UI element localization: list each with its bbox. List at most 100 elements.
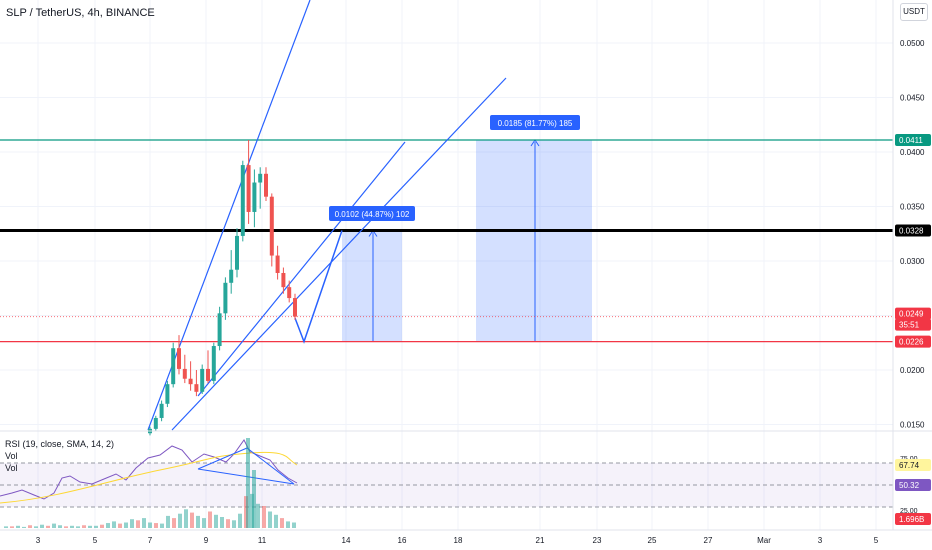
vol-legend-label-2[interactable]: Vol xyxy=(5,463,18,473)
candle-body xyxy=(258,173,263,183)
vol-legend-label[interactable]: Vol xyxy=(5,451,18,461)
candle-body xyxy=(188,378,193,385)
volume-bar xyxy=(232,520,236,528)
rsi-legend-label[interactable]: RSI (19, close, SMA, 14, 2) xyxy=(5,439,115,449)
projection-path xyxy=(294,230,343,344)
volume-bar xyxy=(16,525,20,528)
candle-body xyxy=(275,255,280,273)
volume-bar xyxy=(34,526,38,528)
time-tick-label: 18 xyxy=(454,536,463,545)
candle-body xyxy=(182,368,187,379)
time-tick-label: Mar xyxy=(757,536,771,545)
volume-bar xyxy=(100,524,104,528)
volume-bar xyxy=(238,513,242,528)
price-tick-label: 0.0300 xyxy=(900,257,925,266)
measure-label-box-2 xyxy=(490,115,580,130)
price-tag-label: 0.0226 xyxy=(899,338,924,347)
price-tick-label: 0.0500 xyxy=(900,39,925,48)
symbol-title: SLP / TetherUS, 4h, BINANCE xyxy=(6,7,155,19)
volume-bar xyxy=(70,525,74,528)
divergence-line-3 xyxy=(246,447,295,485)
volume-bar xyxy=(172,518,176,528)
grid xyxy=(0,0,893,530)
volume-bar xyxy=(292,522,296,528)
volume-bar xyxy=(106,523,110,528)
currency-button[interactable]: USDT xyxy=(900,3,928,21)
volume-bar xyxy=(28,525,32,528)
candle-body xyxy=(223,282,228,314)
candle-body xyxy=(171,348,176,385)
rsi-tag-label: 50.32 xyxy=(899,481,920,490)
time-tick-label: 16 xyxy=(398,536,407,545)
candles xyxy=(148,140,297,436)
volume-bar xyxy=(76,526,80,528)
candle-body xyxy=(200,368,205,392)
volume-bar xyxy=(64,526,68,528)
rsi-tag xyxy=(895,459,931,471)
candle-body xyxy=(177,348,181,369)
time-tick-label: 21 xyxy=(536,536,545,545)
time-tick-label: 5 xyxy=(874,536,879,545)
volume-bar xyxy=(286,521,290,528)
price-tick-label: 0.0400 xyxy=(900,148,925,157)
volume-bar xyxy=(202,518,206,528)
time-tick-label: 9 xyxy=(204,536,209,545)
volume-bar xyxy=(166,515,170,528)
volume-bar xyxy=(256,503,260,528)
volume-bar xyxy=(124,522,128,528)
candle-body xyxy=(293,298,297,317)
time-tick-label: 7 xyxy=(148,536,153,545)
volume-bar xyxy=(274,514,278,528)
volume-bar xyxy=(88,525,92,528)
measure-label-1: 0.0102 (44.87%) 102 xyxy=(335,210,410,219)
parallel-line xyxy=(197,141,406,397)
price-tick-label: 0.0350 xyxy=(900,203,925,212)
candle-body xyxy=(153,417,158,429)
volume-bar xyxy=(148,522,152,528)
volume-bar xyxy=(196,515,200,528)
candle-body xyxy=(165,384,170,404)
volume-bar xyxy=(214,514,218,528)
volume-bars xyxy=(4,438,296,528)
candle-body xyxy=(287,287,292,299)
candle-body xyxy=(246,165,251,212)
measure-rectangles xyxy=(342,139,592,342)
measure-box-2 xyxy=(476,140,592,342)
price-tag xyxy=(895,224,931,237)
volume-bar xyxy=(46,525,50,528)
volume-bar xyxy=(160,523,164,528)
time-tick-label: 23 xyxy=(593,536,602,545)
time-tick-label: 11 xyxy=(258,536,267,545)
candle-body xyxy=(252,182,257,212)
time-axis: 3 5 7 9 11 14 16 18 21 23 25 27 Mar 3 5 xyxy=(0,529,932,545)
measure-labels: 0.0102 (44.87%) 102 0.0185 (81.77%) 185 xyxy=(329,115,580,221)
volume-bar xyxy=(262,506,266,528)
volume-bar xyxy=(4,526,8,528)
volume-bar xyxy=(10,526,14,528)
volume-bar xyxy=(280,518,284,528)
candle-body xyxy=(194,384,199,392)
price-axis: 0.0500 0.0450 0.0400 0.0350 0.0300 0.0200 0.01… xyxy=(892,0,931,530)
price-tick-label: 0.0200 xyxy=(900,366,925,375)
candle-body xyxy=(235,235,239,270)
volume-bar xyxy=(154,523,158,528)
volume-spike xyxy=(246,438,250,528)
volume-spike xyxy=(252,470,256,528)
divergence-line-2 xyxy=(197,447,248,470)
volume-bar xyxy=(58,525,62,528)
volume-bar xyxy=(142,518,146,528)
candle-body xyxy=(159,403,164,418)
candle-body xyxy=(206,368,210,381)
time-tick-label: 3 xyxy=(36,536,41,545)
volume-bar xyxy=(226,519,230,528)
candle-body xyxy=(211,346,216,381)
candle-body xyxy=(264,173,268,197)
time-tick-label: 25 xyxy=(648,536,657,545)
price-tag xyxy=(895,307,931,320)
price-tag-label: 35:51 xyxy=(899,321,920,330)
volume-bar xyxy=(82,525,86,528)
rsi-tag xyxy=(895,513,931,525)
measure-label-2: 0.0185 (81.77%) 185 xyxy=(498,119,573,128)
rsi-tick-label: 25.00 xyxy=(900,508,918,515)
